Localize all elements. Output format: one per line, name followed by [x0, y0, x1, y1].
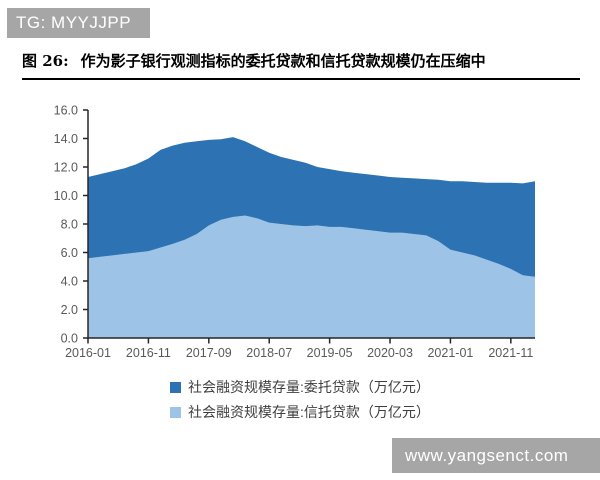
x-tick-label: 2021-01 [427, 346, 473, 360]
y-tick-label: 12.0 [54, 161, 78, 175]
y-tick-label: 4.0 [61, 275, 78, 289]
y-tick-label: 6.0 [61, 246, 78, 260]
y-tick-label: 10.0 [54, 189, 78, 203]
figure-number-label: 图 26: [22, 52, 69, 70]
legend-label-entrusted-loans: 社会融资规模存量:委托贷款（万亿元） [188, 379, 430, 395]
y-tick-label: 2.0 [61, 303, 78, 317]
channel-badge: TG: MYYJJPP [7, 8, 150, 38]
y-tick-label: 16.0 [54, 104, 78, 118]
legend-item-trust-loans: 社会融资规模存量:信托贷款（万亿元） [170, 402, 430, 422]
figure-title-block: 图 26: 作为影子银行观测指标的委托贷款和信托贷款规模仍在压缩中 [22, 50, 580, 80]
x-tick-label: 2016-01 [65, 346, 111, 360]
x-tick-label: 2019-05 [307, 346, 353, 360]
x-tick-label: 2021-11 [488, 346, 533, 360]
legend-item-entrusted-loans: 社会融资规模存量:委托贷款（万亿元） [170, 377, 430, 397]
x-tick-label: 2017-09 [186, 346, 232, 360]
legend-swatch-entrusted-loans [170, 381, 182, 393]
x-tick-label: 2018-07 [246, 346, 292, 360]
legend-swatch-trust-loans [170, 406, 182, 418]
y-tick-label: 14.0 [54, 132, 78, 146]
figure-title: 作为影子银行观测指标的委托贷款和信托贷款规模仍在压缩中 [80, 52, 486, 70]
channel-badge-text: TG: MYYJJPP [16, 13, 132, 32]
y-tick-label: 8.0 [61, 218, 78, 232]
area-trust-loans [88, 215, 535, 338]
site-watermark: www.yangsenct.com [392, 438, 600, 473]
y-tick-label: 0.0 [61, 332, 78, 346]
stacked-area-chart: 0.0 2.0 4.0 6.0 8.0 10.0 12.0 14.0 16.0 2016-01 20… [54, 104, 535, 360]
x-tick-label: 2020-03 [367, 346, 413, 360]
chart-legend: 社会融资规模存量:委托贷款（万亿元） 社会融资规模存量:信托贷款（万亿元） [0, 377, 600, 422]
legend-label-trust-loans: 社会融资规模存量:信托贷款（万亿元） [188, 404, 430, 420]
x-tick-label: 2016-11 [126, 346, 171, 360]
site-watermark-text: www.yangsenct.com [405, 446, 569, 465]
